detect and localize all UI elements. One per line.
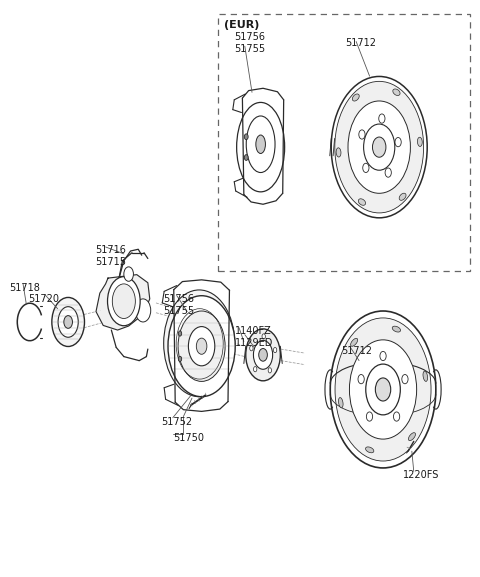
Ellipse shape bbox=[188, 327, 215, 366]
Ellipse shape bbox=[380, 351, 386, 361]
Ellipse shape bbox=[268, 368, 272, 373]
Ellipse shape bbox=[393, 89, 400, 95]
Text: 51712: 51712 bbox=[341, 346, 372, 356]
Ellipse shape bbox=[250, 346, 253, 351]
Ellipse shape bbox=[246, 116, 275, 173]
Ellipse shape bbox=[358, 374, 364, 384]
Text: 51712: 51712 bbox=[346, 38, 377, 47]
Ellipse shape bbox=[336, 148, 341, 157]
Text: 51718: 51718 bbox=[10, 283, 40, 293]
Polygon shape bbox=[96, 275, 150, 330]
Ellipse shape bbox=[395, 137, 401, 147]
Ellipse shape bbox=[52, 298, 84, 346]
Ellipse shape bbox=[359, 130, 365, 139]
Ellipse shape bbox=[253, 366, 257, 372]
Ellipse shape bbox=[237, 103, 285, 192]
Ellipse shape bbox=[372, 137, 386, 158]
Ellipse shape bbox=[379, 114, 385, 123]
Ellipse shape bbox=[58, 307, 78, 337]
Ellipse shape bbox=[179, 331, 181, 336]
Ellipse shape bbox=[402, 374, 408, 384]
Text: 1220FS: 1220FS bbox=[403, 470, 440, 480]
Ellipse shape bbox=[179, 357, 181, 361]
Ellipse shape bbox=[348, 101, 410, 193]
Ellipse shape bbox=[366, 412, 372, 421]
Ellipse shape bbox=[244, 155, 248, 160]
Ellipse shape bbox=[418, 137, 422, 147]
Ellipse shape bbox=[259, 349, 267, 361]
Ellipse shape bbox=[359, 199, 366, 205]
Text: (EUR): (EUR) bbox=[224, 20, 260, 30]
Ellipse shape bbox=[196, 338, 207, 354]
Ellipse shape bbox=[331, 77, 427, 218]
Ellipse shape bbox=[244, 134, 248, 140]
Ellipse shape bbox=[335, 81, 424, 213]
Ellipse shape bbox=[262, 334, 265, 339]
Ellipse shape bbox=[164, 290, 235, 397]
Ellipse shape bbox=[366, 447, 374, 453]
Ellipse shape bbox=[335, 318, 431, 461]
Ellipse shape bbox=[338, 398, 343, 408]
Text: 51716
51715: 51716 51715 bbox=[95, 245, 126, 267]
Ellipse shape bbox=[124, 267, 133, 281]
Text: 51756
51755: 51756 51755 bbox=[163, 294, 194, 316]
Ellipse shape bbox=[364, 124, 395, 170]
Text: 51752: 51752 bbox=[161, 417, 192, 426]
Ellipse shape bbox=[112, 284, 135, 319]
Ellipse shape bbox=[399, 193, 406, 200]
Ellipse shape bbox=[253, 340, 273, 369]
Ellipse shape bbox=[385, 168, 391, 177]
Ellipse shape bbox=[349, 340, 417, 439]
Ellipse shape bbox=[423, 371, 428, 381]
Ellipse shape bbox=[274, 347, 277, 353]
Text: 1140FZ
1129ED: 1140FZ 1129ED bbox=[235, 326, 274, 348]
Ellipse shape bbox=[256, 135, 265, 153]
Ellipse shape bbox=[330, 311, 436, 468]
Ellipse shape bbox=[135, 299, 151, 322]
Ellipse shape bbox=[375, 378, 391, 401]
Ellipse shape bbox=[363, 163, 369, 173]
Ellipse shape bbox=[350, 338, 358, 346]
Ellipse shape bbox=[366, 364, 400, 415]
Ellipse shape bbox=[108, 277, 140, 325]
Ellipse shape bbox=[394, 412, 400, 421]
Text: 51720: 51720 bbox=[28, 294, 59, 304]
Text: 51756
51755: 51756 51755 bbox=[234, 32, 265, 54]
Ellipse shape bbox=[178, 311, 225, 381]
Ellipse shape bbox=[408, 433, 416, 441]
Ellipse shape bbox=[352, 94, 359, 101]
Ellipse shape bbox=[168, 295, 235, 397]
Text: 51750: 51750 bbox=[173, 433, 204, 443]
Ellipse shape bbox=[246, 329, 280, 381]
Ellipse shape bbox=[392, 326, 400, 332]
Ellipse shape bbox=[64, 316, 72, 328]
